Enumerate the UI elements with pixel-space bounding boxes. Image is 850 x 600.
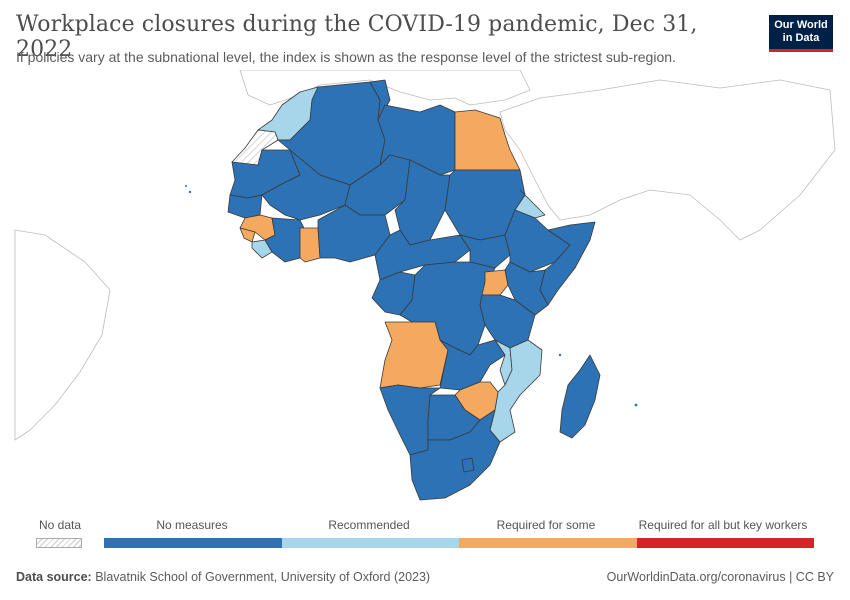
island-mauritius <box>634 403 638 407</box>
logo-line-2: in Data <box>782 32 820 44</box>
country-ghana <box>299 227 321 263</box>
legend-swatch-no-measures[interactable] <box>104 538 282 548</box>
country-uganda <box>481 269 509 296</box>
island-cape-verde <box>188 190 192 194</box>
legend-label-no-data: No data <box>38 518 82 532</box>
logo-line-1: Our World <box>774 19 828 31</box>
country-south-sudan <box>459 234 511 269</box>
country-lesotho <box>461 457 475 473</box>
country-europe-outline <box>239 70 531 106</box>
country-middle-east-outline <box>499 79 836 241</box>
country-madagascar <box>559 354 601 439</box>
legend-swatch-recommended[interactable] <box>281 538 459 548</box>
legend-swatch-required-for-some[interactable] <box>459 538 637 548</box>
country-kenya <box>504 261 549 316</box>
country-south-africa <box>409 409 501 501</box>
legend-label-required-all: Required for all but key workers <box>638 518 808 532</box>
legend-swatch-no-data[interactable] <box>36 538 82 548</box>
country-cote-divoire <box>264 217 306 263</box>
country-south-america-outline <box>14 229 111 441</box>
owid-logo[interactable]: Our World in Data <box>769 15 833 52</box>
africa-map <box>14 70 836 501</box>
data-source: Data source: Blavatnik School of Governm… <box>16 570 430 584</box>
island-comoros <box>558 353 562 357</box>
country-somalia <box>539 221 596 306</box>
data-source-label: Data source: <box>16 570 92 584</box>
country-mali <box>261 149 351 221</box>
legend-label-required-for-some: Required for some <box>496 518 596 532</box>
country-senegal <box>227 194 263 219</box>
country-angola <box>379 321 449 389</box>
country-mozambique <box>489 339 543 443</box>
chart-title: Workplace closures during the COVID-19 p… <box>16 12 698 62</box>
data-source-text[interactable]: Blavatnik School of Government, Universi… <box>95 570 431 584</box>
chart-subtitle: If policies vary at the subnational leve… <box>16 49 676 65</box>
country-zambia <box>439 339 506 391</box>
legend-label-no-measures: No measures <box>156 518 228 532</box>
country-cameroon-car <box>374 229 471 281</box>
legend-swatch-required-all[interactable] <box>636 538 814 548</box>
legend-color-bar <box>104 538 814 548</box>
legend-label-recommended: Recommended <box>328 518 410 532</box>
footer-link[interactable]: OurWorldinData.org/coronavirus | CC BY <box>606 570 834 584</box>
island-cape-verde-2 <box>185 185 187 187</box>
country-liberia <box>251 239 273 259</box>
legend: No data No measures Recommended Required… <box>0 512 850 552</box>
